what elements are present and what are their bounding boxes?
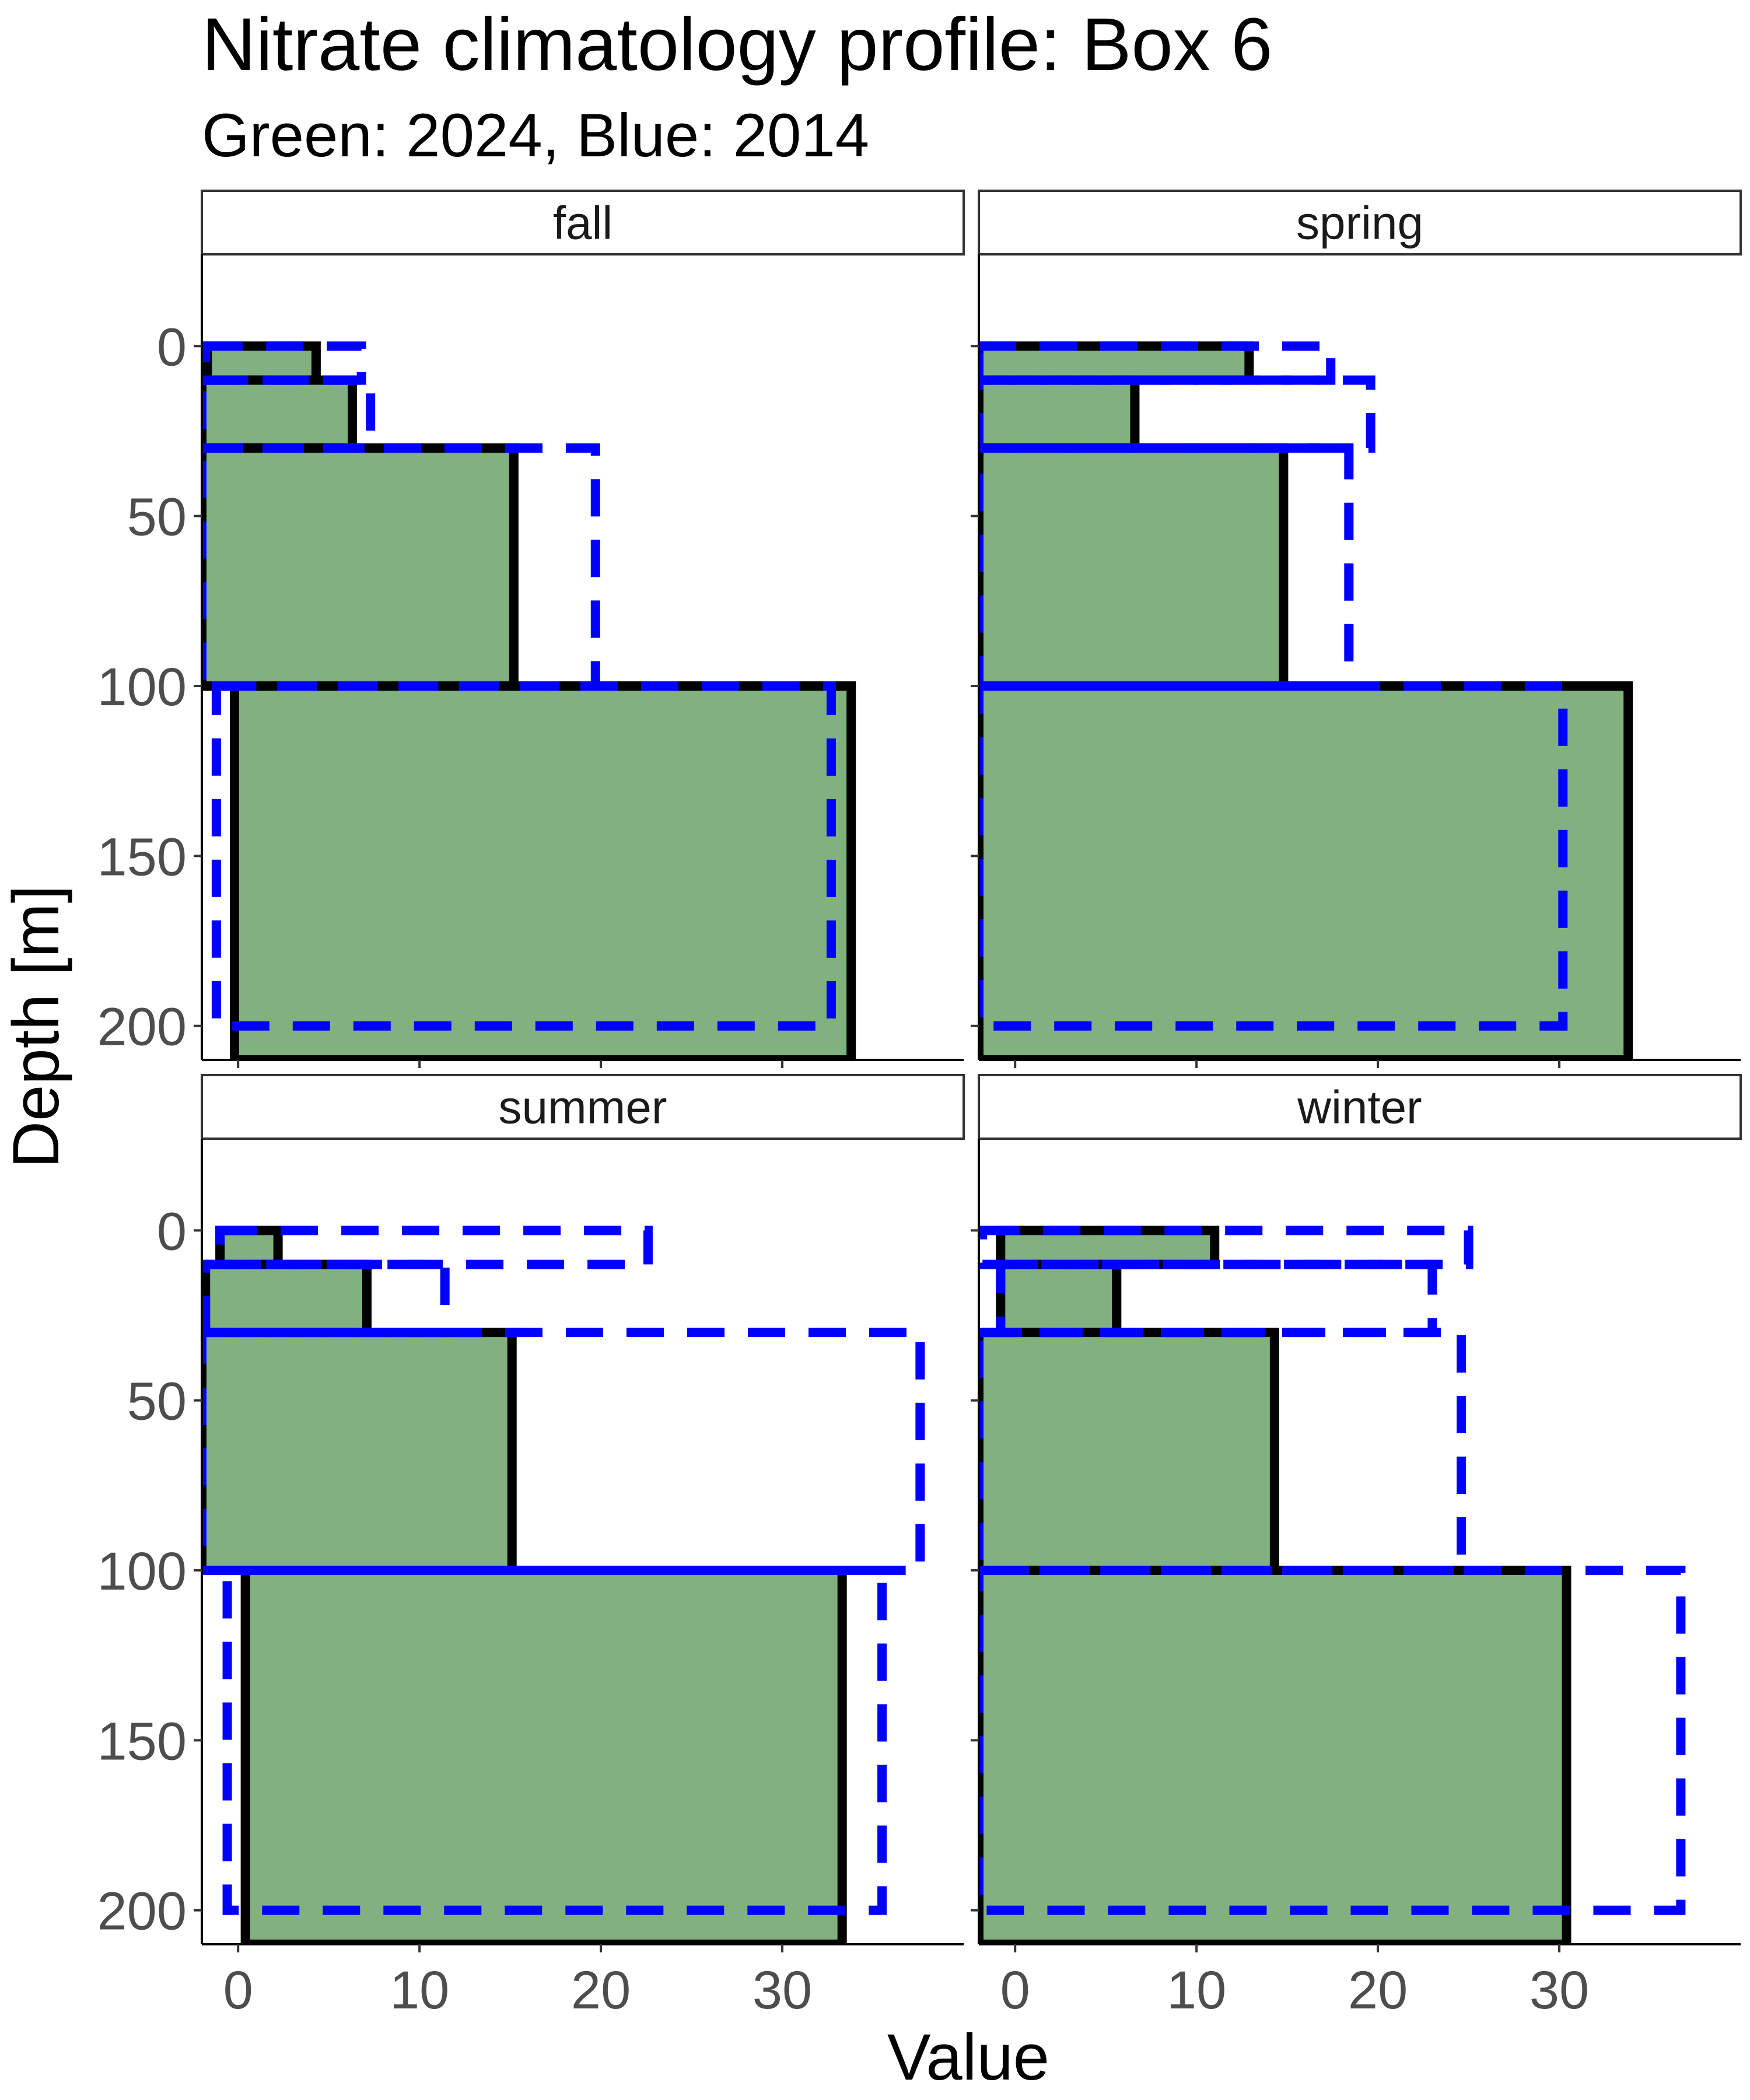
y-tick-label-fall-200: 200 [97, 998, 187, 1057]
data-layer-fall [202, 341, 856, 1060]
x-tick-label-winter-30: 30 [1530, 1961, 1589, 2020]
x-tick-label-summer-0: 0 [223, 1961, 253, 2020]
bar-2014-summer-3 [222, 1566, 887, 1915]
facet-panels: fall050100150200springsummer050100150200… [97, 190, 1742, 2020]
panel-spring: spring [971, 190, 1742, 1068]
bar-2024-fall-3 [229, 681, 856, 1060]
data-layer-winter [979, 1226, 1686, 1944]
bar-2024-winter-2 [979, 1328, 1279, 1576]
y-axis-title: Depth [m] [0, 885, 72, 1168]
bar-2024-fall-0 [202, 341, 321, 385]
bar-2024-summer-0 [215, 1226, 283, 1269]
bar-2024-summer-2 [202, 1328, 517, 1576]
strip-label-fall: fall [553, 197, 612, 249]
x-tick-label-summer-10: 10 [390, 1961, 449, 2020]
bar-2024-spring-1 [979, 375, 1140, 453]
bar-2014-winter-0 [979, 1226, 1474, 1269]
data-layer-summer [202, 1226, 925, 1944]
panel-summer: summer 0 50 100 150 200 0 10 20 30 [97, 1074, 965, 2020]
strip-label-spring: spring [1296, 197, 1423, 249]
bar-2014-summer-0 [215, 1226, 653, 1269]
bar-2014-spring-3 [979, 681, 1568, 1031]
bar-2024-spring-2 [979, 443, 1289, 691]
bar-2014-fall-3 [211, 681, 836, 1031]
bar-2024-fall-2 [202, 443, 519, 691]
y-tick-label-summer-100: 100 [97, 1542, 187, 1601]
bar-2024-spring-0 [979, 341, 1254, 385]
x-tick-label-summer-20: 20 [571, 1961, 631, 2020]
bar-2024-winter-1 [996, 1259, 1122, 1338]
bar-2024-winter-3 [979, 1566, 1572, 1944]
bar-2014-spring-0 [979, 341, 1336, 385]
x-tick-label-winter-10: 10 [1167, 1961, 1226, 2020]
strip-summer [201, 1074, 965, 1140]
bar-2024-winter-0 [996, 1226, 1220, 1269]
y-tick-label-fall-100: 100 [97, 657, 187, 717]
bar-2024-spring-3 [979, 681, 1633, 1060]
strip-label-summer: summer [499, 1082, 667, 1133]
y-tick-label-fall-150: 150 [97, 827, 187, 887]
x-tick-label-winter-0: 0 [1000, 1961, 1030, 2020]
bar-2024-fall-1 [202, 375, 358, 453]
y-tick-label-summer-200: 200 [97, 1882, 187, 1941]
strip-label-winter: winter [1297, 1082, 1422, 1133]
bar-2014-winter-3 [979, 1566, 1686, 1915]
x-axis-title: Value [887, 2021, 1049, 2094]
data-layer-spring [979, 341, 1633, 1060]
panel-winter: winter 0 10 20 30 [971, 1074, 1742, 2020]
y-tick-label-summer-0: 0 [157, 1202, 187, 1261]
chart-subtitle: Green: 2024, Blue: 2014 [202, 102, 869, 170]
y-tick-label-fall-50: 50 [127, 488, 187, 547]
panel-fall: fall 0 50 100 150 200 [97, 190, 965, 1068]
x-tick-label-winter-20: 20 [1348, 1961, 1408, 2020]
bar-2024-summer-1 [202, 1259, 372, 1338]
strip-spring [978, 190, 1742, 256]
strip-winter [978, 1074, 1742, 1140]
y-tick-label-fall-0: 0 [157, 317, 187, 377]
bar-2024-summer-3 [240, 1566, 847, 1944]
bar-2014-winter-1 [996, 1259, 1437, 1338]
y-tick-label-summer-150: 150 [97, 1712, 187, 1771]
bar-2014-fall-2 [202, 443, 600, 691]
chart-title: Nitrate climatology profile: Box 6 [202, 3, 1272, 86]
strip-fall [201, 190, 965, 256]
bar-2014-spring-1 [979, 375, 1376, 453]
x-tick-label-summer-30: 30 [752, 1961, 812, 2020]
y-tick-label-summer-50: 50 [127, 1372, 187, 1432]
